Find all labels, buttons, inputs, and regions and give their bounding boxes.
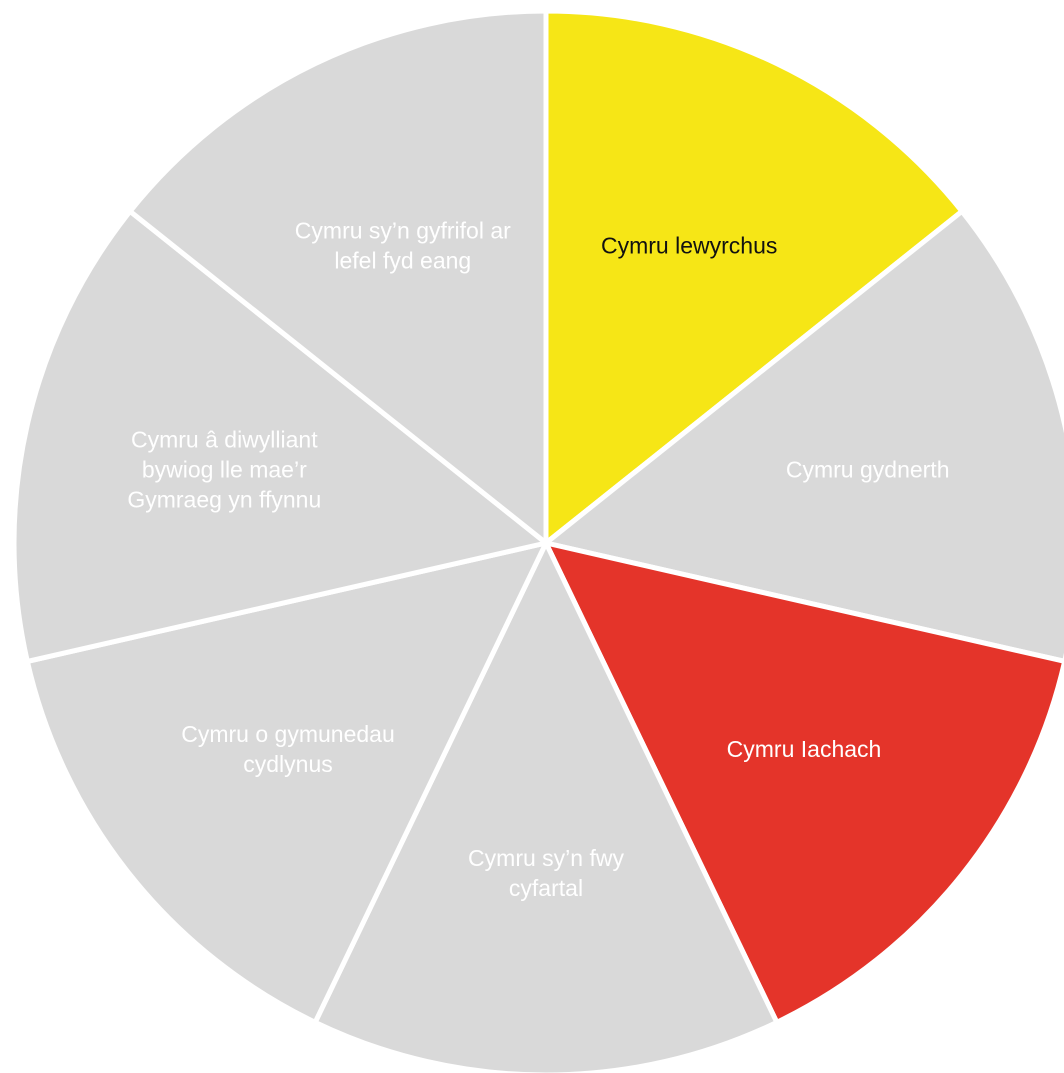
segment-label-line: Cymru sy’n gyfrifol ar — [295, 218, 511, 244]
segment-label-line: bywiog lle mae’r — [142, 457, 307, 483]
segment-label-3: Cymru Iachach — [727, 736, 882, 762]
segment-label-line: Cymru Iachach — [727, 736, 882, 762]
segment-label-line: Cymru sy’n fwy — [468, 845, 624, 871]
segment-label-line: Cymru â diwylliant — [131, 427, 318, 453]
segment-label-6: Cymru â diwylliant bywiog lle mae’r Gymrae… — [127, 427, 321, 513]
segment-label-line: cyfartal — [509, 875, 583, 901]
segment-label-line: lefel fyd eang — [334, 248, 471, 274]
segment-label-line: Cymru gydnerth — [786, 457, 950, 483]
wheel-segment-4 — [312, 540, 780, 1073]
wheel-segment-6 — [11, 208, 549, 664]
wheel-segment-1 — [543, 8, 965, 546]
wheel-labels: Cymru lewyrchus Cymru gydnerth Cymru Iacha… — [127, 218, 949, 901]
wheel-segment-7 — [127, 8, 549, 546]
segment-label-line: cydlynus — [243, 751, 332, 777]
segment-label-5: Cymru o gymunedau cydlynus — [181, 721, 395, 777]
wheel-slices — [11, 8, 1064, 1073]
wheel-segment-3 — [543, 540, 1064, 1025]
segment-label-4: Cymru sy’n fwy cyfartal — [468, 845, 624, 901]
segment-label-line: Cymru lewyrchus — [601, 233, 777, 259]
segment-label-7: Cymru sy’n gyfrifol ar lefel fyd eang — [295, 218, 511, 274]
segment-label-1: Cymru lewyrchus — [601, 233, 777, 259]
segment-label-line: Gymraeg yn ffynnu — [127, 487, 321, 513]
segment-label-2: Cymru gydnerth — [786, 457, 950, 483]
wheel-segment-5 — [24, 540, 549, 1025]
segment-label-line: Cymru o gymunedau — [181, 721, 395, 747]
wheel-segment-2 — [543, 208, 1064, 664]
